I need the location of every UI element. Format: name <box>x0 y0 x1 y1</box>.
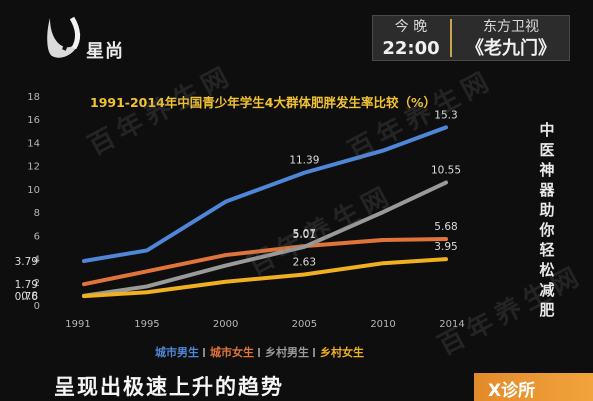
data-label: 2.63 <box>293 256 316 268</box>
y-tick-label: 12 <box>27 162 40 173</box>
bottom-caption: 呈现出极速上升的趋势 <box>54 375 284 399</box>
data-label: 11.39 <box>289 155 319 167</box>
y-tick-label: 0 <box>34 301 40 312</box>
y-tick-label: 8 <box>34 208 40 219</box>
side-caption: 中医神器助你轻松减肥 <box>539 121 555 319</box>
obesity-rate-chart: 1991-2014年中国青少年学生4大群体肥胖发生率比较（%） 0 2 4 6 8 10 12… <box>0 70 593 370</box>
chart-title: 1991-2014年中国青少年学生4大群体肥胖发生率比较（%） <box>90 95 436 110</box>
x-tick-label: 1995 <box>134 319 159 330</box>
legend-separator <box>313 348 315 357</box>
x-tick-label: 2010 <box>370 319 395 330</box>
y-tick-label: 4 <box>34 255 40 266</box>
y-tick-label: 2 <box>34 278 40 289</box>
legend-entry: 乡村女生 <box>320 345 364 359</box>
legend-entry: 乡村男生 <box>265 345 309 359</box>
program-divider <box>450 19 452 57</box>
y-tick-label: 14 <box>27 138 40 149</box>
y-tick-label: 6 <box>34 231 40 242</box>
data-label: 1.79 <box>15 279 38 291</box>
data-label: 5.07 <box>293 228 316 240</box>
program-info-box: 今 晚 东方卫视 22:00 《老九门》 <box>372 15 570 61</box>
tonight-label: 今 晚 <box>394 19 428 35</box>
x-tick-label: 2005 <box>292 319 317 330</box>
legend-entry: 城市男生 <box>155 345 199 359</box>
legend-separator <box>258 348 260 357</box>
data-label: 10.55 <box>431 165 461 177</box>
y-tick-label: 10 <box>27 185 40 196</box>
legend-separator <box>203 348 205 357</box>
series-line <box>82 125 448 263</box>
y-tick-label: 18 <box>27 92 40 103</box>
series-line <box>82 257 448 299</box>
y-tick-label: 16 <box>27 115 40 126</box>
data-label: 3.79 <box>15 256 38 268</box>
data-label: 5.01 <box>293 229 316 241</box>
x-tick-label: 2014 <box>439 319 464 330</box>
show-title: 《老九门》 <box>466 38 556 59</box>
data-label: 3.95 <box>434 241 457 253</box>
legend-entry: 城市女生 <box>210 345 254 359</box>
logo-mark-icon <box>47 15 81 58</box>
badge-label: X诊所 <box>488 381 536 401</box>
data-label: 5.68 <box>434 221 457 233</box>
data-label: 15.3 <box>434 109 457 121</box>
air-time: 22:00 <box>382 38 440 59</box>
series-line <box>82 180 448 298</box>
data-label: 0.8 <box>21 291 38 303</box>
channel-logo <box>47 15 81 58</box>
channel-name: 星尚 <box>86 41 124 62</box>
chart-svg: 1991-2014年中国青少年学生4大群体肥胖发生率比较（%） 0 2 4 6 8 10 12… <box>15 92 465 359</box>
x-tick-label: 2000 <box>213 319 238 330</box>
series-line <box>82 237 448 287</box>
x-tick-label: 1991 <box>65 319 90 330</box>
data-label: 0.76 <box>15 291 39 303</box>
program-badge: X诊所 <box>474 373 593 401</box>
station-name: 东方卫视 <box>483 19 539 35</box>
